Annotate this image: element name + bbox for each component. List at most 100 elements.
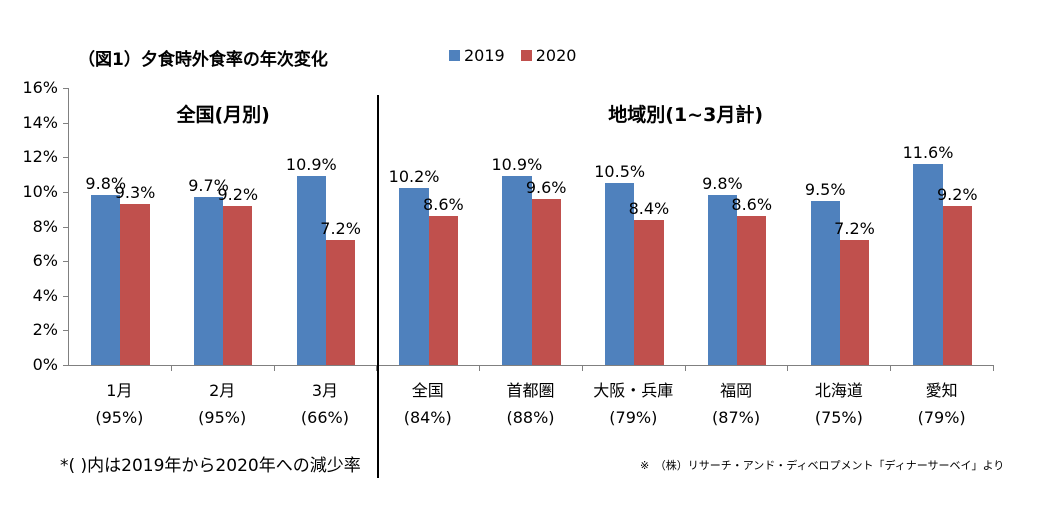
x-category-reduction-rate: (75%)	[814, 408, 863, 427]
bar-2020: 8.6%	[423, 195, 464, 365]
x-category-reduction-rate: (95%)	[95, 408, 144, 427]
bar-2020: 7.2%	[320, 219, 361, 365]
bar-2019: 10.5%	[594, 162, 645, 365]
bar-2019: 10.9%	[286, 155, 337, 365]
section-header-regional: 地域別(1~3月計)	[608, 104, 764, 126]
bar-value-label: 9.5%	[804, 179, 846, 199]
x-category-label: 2月 (95%)	[171, 377, 274, 431]
x-category-name: 全国	[411, 381, 444, 400]
bar-group: 9.7% 9.2%	[172, 88, 275, 365]
y-axis-label: 6%	[32, 251, 58, 271]
y-axis-label: 0%	[32, 355, 58, 374]
x-category-label: 首都圏 (88%)	[479, 377, 582, 431]
bar-2020: 7.2%	[834, 219, 875, 365]
bar-value-label: 10.9%	[491, 155, 543, 175]
x-category-reduction-rate: (84%)	[403, 408, 452, 427]
x-axis-tick	[993, 366, 994, 371]
bar-2020: 9.2%	[937, 185, 978, 365]
x-category-label: 全国 (84%)	[376, 377, 479, 431]
bar-value-label: 9.2%	[217, 184, 259, 204]
y-axis-label: 12%	[22, 147, 58, 167]
x-axis-tick	[479, 366, 481, 371]
bar-group: 9.8% 8.6%	[686, 88, 789, 365]
chart-title: （図1）夕食時外食率の年次変化	[78, 50, 328, 70]
x-category-reduction-rate: (95%)	[198, 408, 247, 427]
bar-pair: 10.5% 8.4%	[583, 88, 686, 365]
y-axis-label: 14%	[22, 112, 58, 132]
bar-2020: 9.6%	[526, 178, 566, 365]
bar-value-label: 8.6%	[423, 195, 464, 215]
bar-slots: 9.8% 9.3% 9.7% 9.2% 10.9% 7.2% 10.2% 8.6% 10.9% 9…	[69, 88, 994, 365]
x-category-reduction-rate: (79%)	[917, 408, 966, 427]
bar-2019: 10.2%	[389, 167, 440, 365]
bar-2019: 10.9%	[491, 155, 542, 365]
bar-2020: 9.2%	[217, 185, 258, 365]
bar-2019: 9.5%	[805, 180, 846, 365]
x-category-name: 福岡	[720, 381, 753, 400]
x-category-label: 北海道 (75%)	[787, 377, 890, 431]
bar-group: 11.6% 9.2%	[891, 88, 994, 365]
y-axis-tick	[63, 88, 68, 89]
x-category-name: 1月	[106, 381, 133, 400]
bar-value-label: 9.8%	[702, 174, 743, 194]
y-axis-label: 4%	[32, 285, 58, 305]
x-category-reduction-rate: (79%)	[609, 408, 658, 427]
y-axis-tick	[63, 295, 68, 297]
x-category-reduction-rate: (87%)	[712, 408, 761, 427]
x-category-label: 福岡 (87%)	[685, 377, 788, 431]
bar-2019: 11.6%	[903, 143, 953, 365]
x-category-label: 1月 (95%)	[68, 377, 171, 431]
x-category-name: 首都圏	[506, 381, 555, 400]
x-category-label: 3月 (66%)	[274, 377, 377, 431]
bar-group: 10.5% 8.4%	[583, 88, 686, 365]
y-axis-label: 16%	[22, 78, 58, 97]
bar-pair: 11.6% 9.2%	[891, 88, 994, 365]
bar-value-label: 9.8%	[85, 174, 127, 194]
x-axis-tick	[170, 366, 172, 371]
y-axis-tick	[63, 226, 68, 228]
y-axis-label: 2%	[32, 320, 58, 340]
x-category-name: 2月	[209, 381, 236, 400]
y-axis-tick	[63, 122, 68, 124]
bar-pair: 9.8% 9.3%	[69, 88, 172, 365]
bar-value-label: 10.2%	[388, 167, 440, 187]
footnote-source: ※ （株）リサーチ・アンド・ディベロプメント「ディナーサーベイ」より	[640, 459, 1005, 472]
x-category-reduction-rate: (66%)	[300, 408, 349, 427]
legend-swatch-2020	[520, 50, 532, 61]
x-category-name: 大阪・兵庫	[593, 381, 674, 400]
y-axis-tick	[63, 365, 68, 366]
bar-pair: 9.7% 9.2%	[172, 88, 275, 365]
bar-value-label: 7.2%	[320, 219, 361, 239]
x-category-name: 愛知	[925, 381, 958, 400]
section-divider-line	[377, 95, 379, 478]
x-axis-tick	[581, 366, 583, 371]
x-axis-tick	[273, 366, 275, 371]
bar-2019: 9.8%	[85, 174, 126, 365]
bar-2019: 9.7%	[188, 176, 229, 365]
bar-value-label: 8.4%	[628, 198, 670, 218]
x-axis-tick	[787, 366, 789, 371]
bar-group: 9.8% 9.3%	[69, 88, 172, 365]
bar-2020: 9.3%	[115, 183, 155, 365]
legend-item-2020: 2020	[520, 46, 576, 65]
x-category-name: 3月	[311, 381, 339, 400]
bar-pair: 10.9% 9.6%	[480, 88, 583, 365]
bar-pair: 10.2% 8.6%	[377, 88, 480, 365]
x-axis-tick	[684, 366, 686, 371]
x-category-name: 北海道	[814, 381, 863, 400]
legend-item-2019: 2019	[449, 46, 505, 65]
y-axis: 0% 2% 4% 6% 8% 10% 12% 14% 16%	[0, 79, 68, 374]
y-axis-label: 10%	[22, 181, 58, 201]
x-category-reduction-rate: (88%)	[506, 408, 555, 427]
bar-2020: 8.4%	[629, 199, 669, 365]
bar-value-label: 7.2%	[834, 219, 875, 239]
x-axis-tick	[890, 366, 892, 371]
bar-value-label: 9.6%	[525, 177, 567, 197]
bar-group: 9.5% 7.2%	[788, 88, 891, 365]
legend: 2019 2020	[449, 46, 576, 65]
x-axis-tick	[376, 366, 378, 371]
bar-2019: 9.8%	[702, 174, 743, 365]
y-axis-tick	[63, 157, 68, 159]
bar-pair: 10.9% 7.2%	[275, 88, 378, 365]
